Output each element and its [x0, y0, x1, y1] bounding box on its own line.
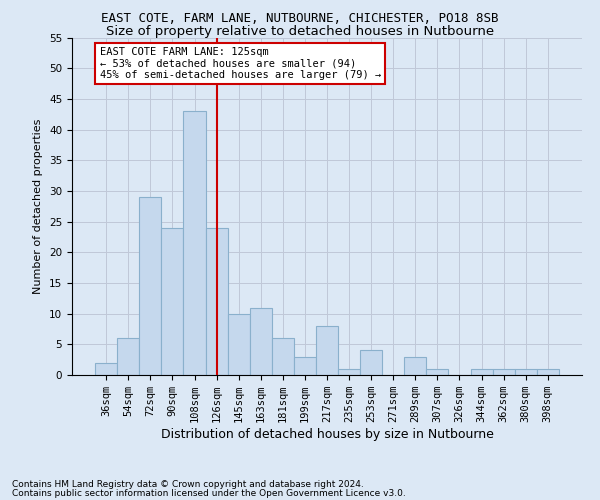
Bar: [250, 308, 272, 375]
Bar: [338, 369, 360, 375]
Text: EAST COTE, FARM LANE, NUTBOURNE, CHICHESTER, PO18 8SB: EAST COTE, FARM LANE, NUTBOURNE, CHICHES…: [101, 12, 499, 26]
Bar: [360, 350, 382, 375]
Bar: [470, 369, 493, 375]
Bar: [316, 326, 338, 375]
Bar: [427, 369, 448, 375]
Text: Contains HM Land Registry data © Crown copyright and database right 2024.: Contains HM Land Registry data © Crown c…: [12, 480, 364, 489]
Bar: [493, 369, 515, 375]
Text: Size of property relative to detached houses in Nutbourne: Size of property relative to detached ho…: [106, 25, 494, 38]
Bar: [184, 111, 206, 375]
Bar: [95, 362, 117, 375]
Bar: [404, 356, 427, 375]
Bar: [161, 228, 184, 375]
Bar: [117, 338, 139, 375]
Text: Contains public sector information licensed under the Open Government Licence v3: Contains public sector information licen…: [12, 489, 406, 498]
Bar: [206, 228, 227, 375]
Bar: [139, 197, 161, 375]
X-axis label: Distribution of detached houses by size in Nutbourne: Distribution of detached houses by size …: [161, 428, 493, 441]
Bar: [272, 338, 294, 375]
Text: EAST COTE FARM LANE: 125sqm
← 53% of detached houses are smaller (94)
45% of sem: EAST COTE FARM LANE: 125sqm ← 53% of det…: [100, 46, 381, 80]
Bar: [227, 314, 250, 375]
Bar: [294, 356, 316, 375]
Bar: [537, 369, 559, 375]
Bar: [515, 369, 537, 375]
Y-axis label: Number of detached properties: Number of detached properties: [34, 118, 43, 294]
